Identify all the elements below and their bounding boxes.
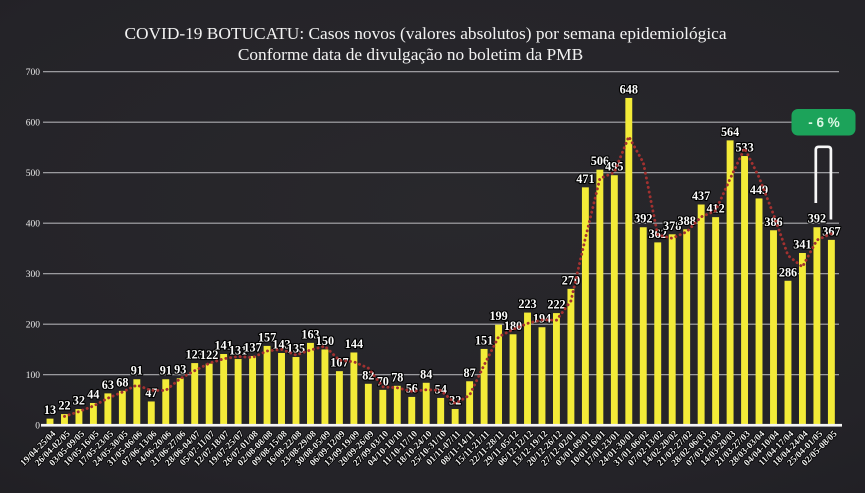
svg-text:144: 144 [345, 337, 363, 351]
svg-text:0: 0 [35, 421, 40, 431]
svg-text:270: 270 [562, 273, 580, 287]
svg-text:32: 32 [449, 394, 461, 408]
svg-text:151: 151 [475, 333, 493, 347]
svg-text:495: 495 [605, 160, 623, 174]
svg-text:500: 500 [26, 169, 41, 179]
svg-text:122: 122 [200, 348, 218, 362]
svg-text:392: 392 [634, 212, 652, 226]
svg-text:70: 70 [377, 374, 389, 388]
svg-text:100: 100 [26, 371, 41, 381]
svg-text:123: 123 [186, 348, 204, 362]
svg-text:107: 107 [330, 356, 348, 370]
svg-text:143: 143 [272, 338, 290, 352]
svg-text:82: 82 [362, 368, 374, 382]
svg-text:700: 700 [26, 68, 41, 78]
svg-text:648: 648 [620, 83, 638, 97]
svg-text:600: 600 [26, 118, 41, 128]
svg-text:13: 13 [44, 403, 56, 417]
svg-text:68: 68 [116, 375, 128, 389]
svg-text:91: 91 [160, 364, 172, 378]
svg-text:32: 32 [73, 394, 85, 408]
svg-text:223: 223 [518, 297, 536, 311]
svg-text:56: 56 [406, 381, 418, 395]
svg-text:222: 222 [547, 298, 565, 312]
svg-text:47: 47 [145, 386, 157, 400]
svg-text:44: 44 [87, 388, 99, 402]
svg-text:157: 157 [258, 330, 276, 344]
svg-text:341: 341 [793, 238, 811, 252]
svg-text:163: 163 [301, 327, 319, 341]
svg-text:131: 131 [229, 344, 247, 358]
svg-text:471: 471 [576, 172, 594, 186]
svg-text:437: 437 [692, 189, 710, 203]
svg-text:- 6 %: - 6 % [808, 115, 840, 130]
svg-text:137: 137 [243, 341, 261, 355]
svg-text:93: 93 [174, 363, 186, 377]
svg-text:506: 506 [591, 154, 609, 168]
svg-text:180: 180 [504, 319, 522, 333]
svg-text:286: 286 [779, 265, 797, 279]
svg-text:533: 533 [735, 141, 753, 155]
svg-text:63: 63 [102, 378, 114, 392]
svg-text:564: 564 [721, 125, 739, 139]
svg-text:199: 199 [489, 309, 507, 323]
svg-text:91: 91 [131, 364, 143, 378]
svg-text:150: 150 [316, 334, 334, 348]
svg-text:141: 141 [214, 339, 232, 353]
svg-text:412: 412 [706, 202, 724, 216]
svg-text:78: 78 [391, 370, 403, 384]
svg-text:367: 367 [822, 224, 840, 238]
svg-text:378: 378 [663, 219, 681, 233]
svg-text:300: 300 [26, 270, 41, 280]
svg-text:87: 87 [464, 366, 476, 380]
svg-text:200: 200 [26, 320, 41, 330]
svg-text:22: 22 [58, 399, 70, 413]
svg-text:84: 84 [420, 367, 432, 381]
svg-text:388: 388 [678, 214, 696, 228]
svg-text:449: 449 [750, 183, 768, 197]
svg-text:392: 392 [808, 212, 826, 226]
svg-text:400: 400 [26, 219, 41, 229]
